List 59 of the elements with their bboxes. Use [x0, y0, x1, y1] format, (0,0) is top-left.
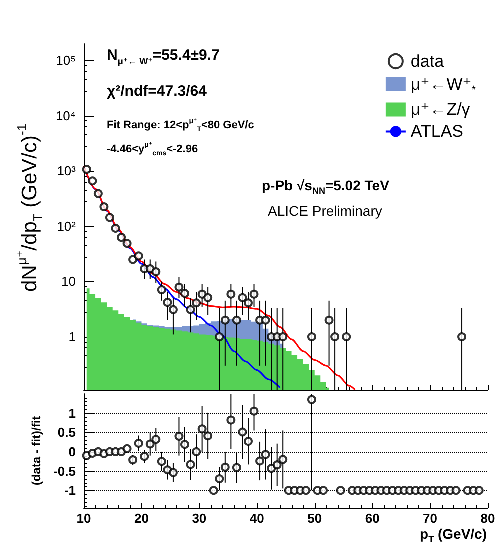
y-tick-label: 0.5	[58, 425, 76, 440]
y-tick-label: 1	[68, 406, 76, 421]
legend-label: ATLAS	[410, 122, 464, 142]
point	[128, 255, 138, 264]
y-tick-label: 10⁴	[56, 108, 76, 124]
point	[157, 285, 166, 294]
y-axis-title: dNμ⁺/dpT (GeV/c)-1	[14, 124, 46, 292]
point	[204, 293, 213, 302]
point	[100, 202, 109, 212]
point	[330, 332, 340, 342]
point	[94, 189, 103, 198]
point	[134, 252, 144, 261]
point	[232, 316, 242, 325]
y-tick-label: 10⁵	[56, 53, 76, 68]
point	[261, 316, 270, 325]
point	[278, 332, 288, 342]
x-tick-label: 60	[365, 511, 380, 526]
x-tick-label: 40	[250, 511, 264, 526]
x-tick-label: 50	[308, 511, 322, 526]
point	[152, 268, 161, 277]
y-tick-label: -1	[64, 483, 76, 498]
y-tick-label: -0.5	[54, 464, 76, 479]
point	[215, 332, 224, 342]
point	[238, 293, 248, 302]
point	[458, 332, 467, 342]
point	[250, 290, 259, 299]
y-tick-label: 0	[68, 444, 76, 460]
annotation: χ²/ndf=47.3/64	[107, 83, 208, 100]
point	[192, 298, 202, 308]
point	[220, 316, 230, 325]
legend-label: data	[410, 52, 445, 71]
point	[163, 298, 172, 308]
x-tick-label: 80	[480, 511, 495, 526]
point	[111, 224, 120, 233]
y-axis-title: (data - fit)/fit	[30, 416, 44, 486]
x-tick-label: 70	[423, 511, 438, 526]
point	[180, 289, 190, 298]
point	[105, 213, 114, 222]
point	[174, 282, 184, 292]
point	[122, 239, 132, 248]
y-tick-label: 10²	[57, 218, 77, 234]
point	[324, 316, 334, 325]
y-tick-label: 10	[62, 274, 76, 290]
legend-label: μ⁺←Z/γ	[410, 100, 471, 120]
y-tick-label: 1	[68, 330, 76, 345]
y-tick-label: 10³	[57, 164, 77, 179]
point	[307, 332, 316, 342]
legend-label: μ⁺←W⁺*	[410, 74, 477, 97]
point	[186, 305, 196, 314]
point	[168, 305, 178, 314]
point	[82, 165, 92, 174]
x-tick-label: 20	[134, 511, 149, 526]
point	[342, 332, 352, 342]
point	[244, 298, 253, 308]
point	[117, 233, 126, 242]
point	[88, 176, 98, 186]
annotation: ALICE Preliminary	[268, 203, 382, 219]
x-tick-label: 30	[192, 511, 207, 526]
point	[226, 290, 236, 299]
